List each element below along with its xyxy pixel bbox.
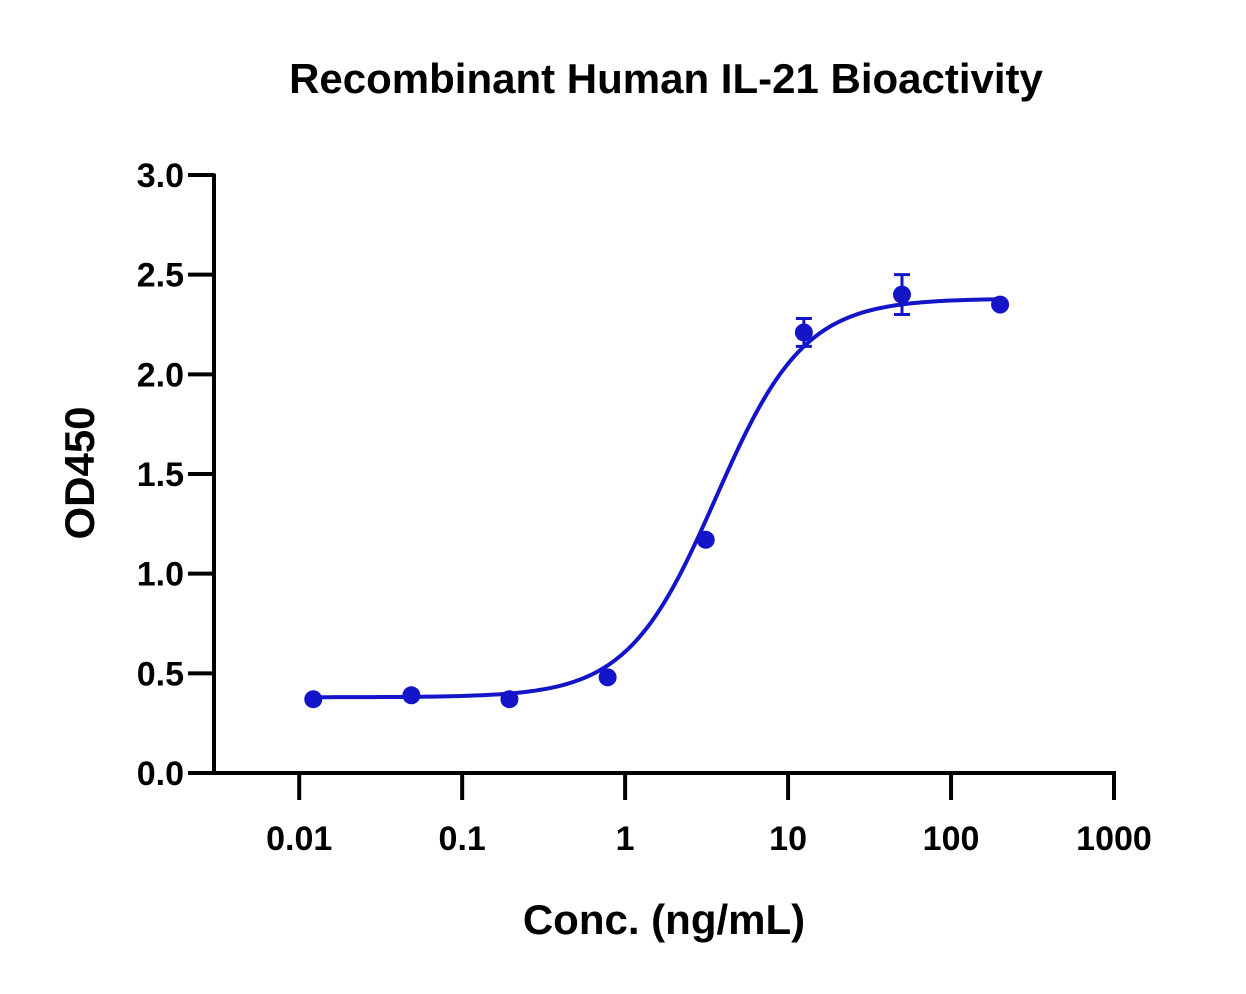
data-point (402, 686, 421, 705)
x-tick-label: 0.01 (266, 820, 332, 858)
x-axis-label: Conc. (ng/mL) (523, 896, 805, 943)
axes: 0.0 0.5 1.0 1.5 2.0 2.5 3.0 0.01 0.1 1 10 100 1000 (137, 157, 1152, 858)
data-point (794, 323, 813, 342)
y-tick-label: 1.5 (137, 456, 184, 494)
y-axis-label: OD450 (56, 406, 103, 539)
data-points-layer (304, 273, 1010, 709)
x-tick-label: 100 (923, 820, 980, 858)
data-point (696, 530, 715, 549)
y-tick-label: 2.0 (137, 356, 184, 394)
fit-curve (313, 297, 1001, 700)
y-tick-label: 1.0 (137, 556, 184, 594)
x-tick-label: 0.1 (439, 820, 486, 858)
x-tick-label: 1000 (1076, 820, 1152, 858)
fit-curve-layer (313, 297, 1001, 700)
y-tick-label: 2.5 (137, 257, 184, 295)
data-point (991, 295, 1010, 314)
y-tick-label: 0.5 (137, 655, 184, 693)
y-tick-label: 0.0 (137, 755, 184, 793)
x-tick-label: 10 (769, 820, 807, 858)
y-tick-label: 3.0 (137, 157, 184, 195)
x-tick-label: 1 (616, 820, 635, 858)
chart-title: Recombinant Human IL-21 Bioactivity (289, 55, 1043, 102)
data-point (500, 690, 519, 709)
data-point (892, 285, 911, 304)
data-point (304, 690, 323, 709)
data-point (598, 668, 617, 687)
